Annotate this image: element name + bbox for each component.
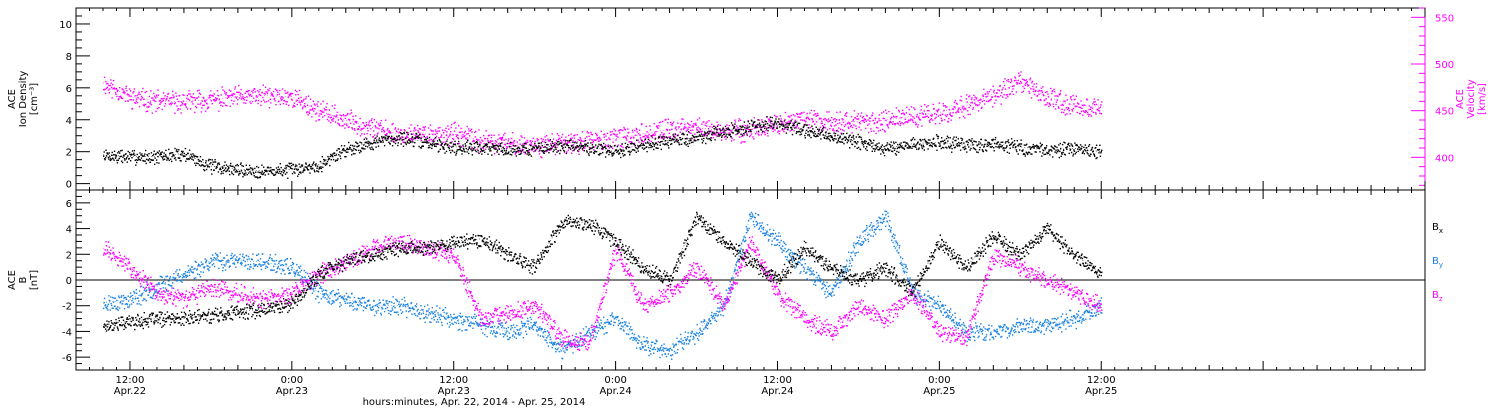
magnetic-field-tick-label: 0 [66,276,72,287]
magnetic-field-tick-label: 6 [66,199,72,210]
ion-density-axis-title: ACEIon Density[cm⁻³] [7,71,40,128]
ion-density-series-points [103,116,1103,179]
x-tick-date-label: Apr.23 [438,386,470,397]
x-tick-date-label: Apr.24 [599,386,631,397]
top-panel-frame [75,7,1426,191]
ion-density-tick-label: 2 [66,148,72,159]
magnetic-field-tick-label: 4 [66,225,72,236]
x-tick-time-label: 12:00 [1087,375,1116,386]
x-tick-time-label: 12:00 [439,375,468,386]
x-tick-time-label: 0:00 [604,375,626,386]
legend-by: By [1432,256,1443,269]
ion-density-tick-label: 8 [66,52,72,63]
ion-density-series-trace [102,122,1102,172]
ion-density-tick-label: 6 [66,84,72,95]
legend-bz: Bz [1432,290,1443,303]
ion-density-tick-label: 0 [66,180,72,191]
ion-density-tick-label: 4 [66,116,72,127]
by-series-points [103,210,1103,360]
velocity-tick-label: 400 [1435,153,1454,164]
x-tick-time-label: 12:00 [763,375,792,386]
x-tick-date-label: Apr.25 [923,386,955,397]
magnetic-field-tick-label: -6 [62,353,72,364]
velocity-series-points [103,71,1103,159]
velocity-axis-title: ACEVelocity[km/s] [1455,79,1488,118]
magnetic-field-tick-label: -4 [62,327,72,338]
x-tick-time-label: 0:00 [281,375,303,386]
x-tick-date-label: Apr.24 [761,386,793,397]
x-axis-title: hours:minutes, Apr. 22, 2014 - Apr. 25, … [363,397,586,408]
bottom-panel: -6 -4 -2 0 2 4 6 ACEB[nT] Bx By Bz [7,189,1443,371]
x-axis: 12:00Apr.220:00Apr.2312:00Apr.230:00Apr.… [75,8,1426,397]
velocity-tick-label: 450 [1435,107,1454,118]
velocity-tick-label: 550 [1435,13,1454,24]
magnetic-field-tick-label: -2 [62,302,72,313]
ion-density-tick-label: 10 [59,20,72,31]
top-panel: 0 2 4 6 8 10 ACEIon Density[cm⁻³] 400 450 500 550 A… [7,7,1488,191]
x-tick-date-label: Apr.22 [114,386,146,397]
bx-series-points [103,211,1103,332]
x-tick-date-label: Apr.25 [1085,386,1117,397]
legend-bx: Bx [1432,222,1443,235]
x-tick-time-label: 0:00 [928,375,950,386]
velocity-series-trace [102,82,1102,146]
magnetic-field-axis-title: ACEB[nT] [7,270,40,290]
magnetic-field-tick-label: 2 [66,250,72,261]
bz-series-points [103,234,1103,351]
velocity-tick-label: 500 [1435,60,1454,71]
x-tick-time-label: 12:00 [116,375,145,386]
x-tick-date-label: Apr.23 [276,386,308,397]
